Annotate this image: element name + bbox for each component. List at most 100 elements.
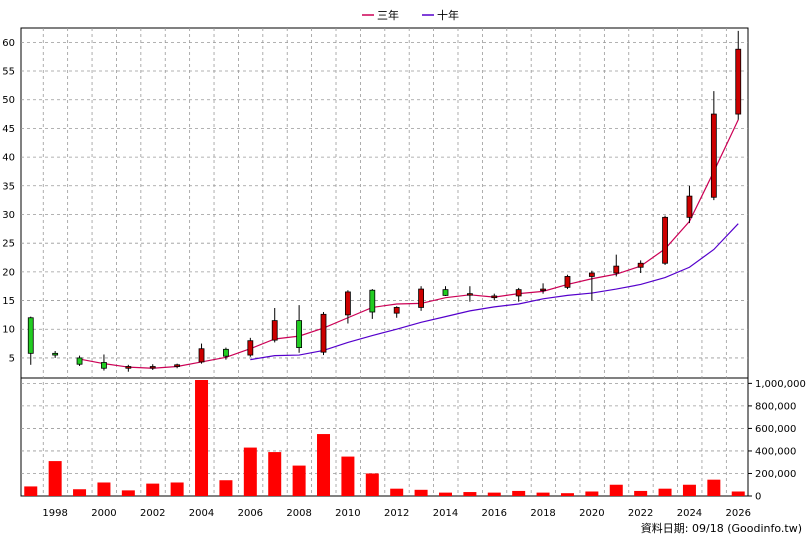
candle-body bbox=[125, 366, 132, 369]
volume-bar bbox=[560, 493, 574, 496]
candle-body bbox=[613, 265, 620, 274]
candle-body bbox=[223, 348, 229, 357]
volume-tick-label: 400,000 bbox=[755, 446, 796, 457]
x-tick-label: 2020 bbox=[579, 508, 604, 519]
candle-body bbox=[271, 320, 278, 341]
candle-body bbox=[320, 313, 327, 353]
candle-body bbox=[686, 195, 693, 218]
volume-tick-label: 0 bbox=[755, 492, 761, 503]
candle-body bbox=[491, 295, 498, 299]
legend: 三年 十年 bbox=[362, 8, 459, 22]
volume-bar bbox=[341, 456, 355, 496]
volume-bar bbox=[73, 489, 87, 496]
candle-body bbox=[637, 262, 644, 268]
volume-bar bbox=[170, 482, 184, 496]
volume-bar bbox=[48, 461, 62, 496]
ma-line-10yr bbox=[250, 223, 739, 361]
volume-bar bbox=[243, 447, 257, 496]
candle-body bbox=[369, 289, 376, 313]
candle-body bbox=[174, 364, 181, 367]
candle-body bbox=[662, 216, 668, 264]
candle-body bbox=[540, 288, 546, 291]
volume-bar bbox=[512, 490, 526, 496]
x-tick-label: 2016 bbox=[482, 508, 507, 519]
candle-body bbox=[735, 48, 742, 115]
y-tick-label: 35 bbox=[2, 181, 15, 192]
candle-body bbox=[101, 362, 107, 369]
y-tick-label: 30 bbox=[2, 210, 15, 221]
x-tick-label: 1998 bbox=[42, 508, 67, 519]
volume-bar bbox=[536, 492, 550, 496]
legend-label: 三年 bbox=[377, 8, 399, 22]
candle-body bbox=[52, 352, 59, 356]
candle-body bbox=[588, 272, 595, 277]
volume-bar bbox=[414, 489, 428, 496]
candle-body bbox=[393, 307, 400, 314]
candle-body bbox=[564, 276, 571, 288]
candle-body bbox=[296, 320, 303, 348]
candle-body bbox=[710, 113, 717, 198]
candle-body bbox=[418, 288, 424, 308]
x-tick-label: 2012 bbox=[384, 508, 409, 519]
x-tick-label: 2010 bbox=[335, 508, 360, 519]
x-tick-label: 2018 bbox=[530, 508, 555, 519]
volume-tick-label: 800,000 bbox=[755, 401, 796, 412]
ma-line-3yr bbox=[79, 119, 739, 369]
candle-body bbox=[149, 366, 156, 369]
data-date-footer: 資料日期: 09/18 (Goodinfo.tw) bbox=[640, 522, 802, 535]
volume-bar bbox=[195, 380, 209, 496]
volume-bar bbox=[585, 491, 599, 496]
x-tick-label: 2008 bbox=[286, 508, 311, 519]
volume-bar bbox=[438, 492, 452, 496]
candle-body bbox=[442, 289, 449, 296]
candle-body bbox=[76, 357, 83, 365]
volume-bar bbox=[682, 484, 696, 496]
y-tick-label: 50 bbox=[2, 95, 15, 106]
y-tick-label: 10 bbox=[2, 325, 15, 336]
candle-body bbox=[515, 289, 522, 297]
volume-bar bbox=[463, 492, 477, 496]
x-tick-label: 2006 bbox=[238, 508, 263, 519]
x-tick-label: 2000 bbox=[91, 508, 116, 519]
candle-body bbox=[466, 293, 473, 296]
x-tick-label: 2004 bbox=[189, 508, 214, 519]
volume-bar bbox=[268, 452, 282, 496]
y-tick-label: 15 bbox=[2, 296, 15, 307]
volume-bar bbox=[634, 490, 648, 496]
volume-bar bbox=[146, 483, 160, 496]
volume-bar bbox=[707, 479, 721, 496]
candle-body bbox=[247, 340, 254, 356]
volume-bar bbox=[121, 490, 135, 496]
y-tick-label: 45 bbox=[2, 124, 15, 135]
volume-tick-label: 1,000,000 bbox=[755, 379, 806, 390]
x-tick-label: 2024 bbox=[677, 508, 702, 519]
volume-bar bbox=[97, 482, 111, 496]
candle-body bbox=[345, 291, 351, 316]
x-tick-label: 2022 bbox=[628, 508, 653, 519]
legend-label: 十年 bbox=[437, 8, 459, 22]
volume-bar bbox=[292, 465, 306, 496]
y-tick-label: 55 bbox=[2, 67, 15, 78]
candle-body bbox=[27, 317, 34, 354]
volume-bar bbox=[390, 488, 404, 496]
y-tick-label: 5 bbox=[9, 353, 15, 364]
volume-bar bbox=[658, 488, 672, 496]
volume-bar bbox=[731, 491, 745, 496]
x-tick-label: 2014 bbox=[433, 508, 458, 519]
x-tick-label: 2002 bbox=[140, 508, 165, 519]
volume-bar bbox=[219, 480, 233, 496]
volume-bar bbox=[317, 434, 331, 496]
volume-bar bbox=[487, 492, 501, 496]
y-tick-label: 25 bbox=[2, 239, 15, 250]
volume-bar bbox=[24, 486, 38, 496]
candle-body bbox=[198, 348, 205, 363]
y-tick-label: 40 bbox=[2, 153, 15, 164]
volume-tick-label: 600,000 bbox=[755, 424, 796, 435]
y-tick-label: 60 bbox=[2, 38, 15, 49]
x-tick-label: 2026 bbox=[726, 508, 751, 519]
y-tick-label: 20 bbox=[2, 267, 15, 278]
volume-bar bbox=[609, 484, 623, 496]
volume-tick-label: 200,000 bbox=[755, 469, 796, 480]
